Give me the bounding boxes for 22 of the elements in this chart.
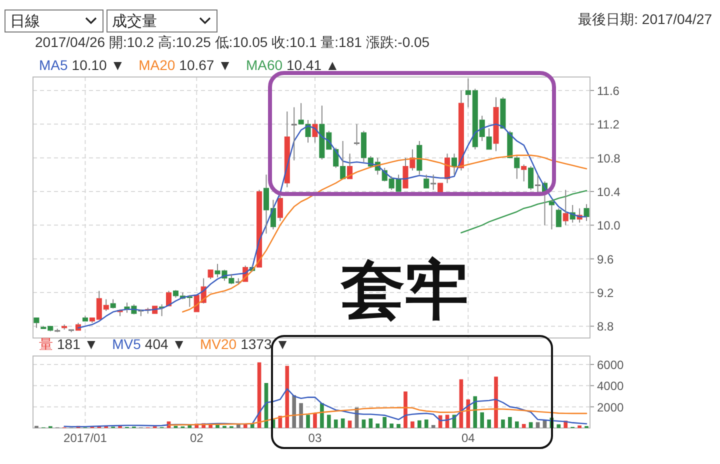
x-tick-label: 03 xyxy=(308,431,322,445)
y-tick-label: 11.6 xyxy=(597,84,620,98)
y-tick-label: 6000 xyxy=(597,358,624,372)
text: 2017/04/26 開:10.2 高:10.25 低:10.05 收:10.1 量:181 漲跌:-0.05 xyxy=(35,34,430,50)
y-tick-label: 10.8 xyxy=(597,151,621,166)
text: 日線 xyxy=(10,13,40,30)
y-tick-label: 2000 xyxy=(597,400,624,414)
x-tick-label: 02 xyxy=(190,431,204,445)
legend: 量 181 ▼ MV5 404 ▼ MV20 1373 ▼ xyxy=(39,336,290,352)
annotation: 套牢 xyxy=(340,255,469,326)
text: 成交量 xyxy=(112,13,157,30)
y-tick-label: 8.8 xyxy=(597,320,614,334)
text: 最後日期: 2017/04/27 xyxy=(578,11,712,27)
y-tick-label: 10.0 xyxy=(597,218,621,233)
y-tick-label: 10.4 xyxy=(597,185,621,200)
y-tick-label: 11.2 xyxy=(597,118,620,132)
y-tick-label: 4000 xyxy=(597,379,624,394)
y-tick-label: 9.6 xyxy=(597,252,614,266)
x-tick-label: 04 xyxy=(461,431,476,445)
legend: MA5 10.10 ▼ MA20 10.67 ▼ MA60 10.41 ▲ xyxy=(39,57,340,73)
y-tick-label: 9.2 xyxy=(597,286,614,300)
x-tick-label: 2017/01 xyxy=(64,431,108,445)
